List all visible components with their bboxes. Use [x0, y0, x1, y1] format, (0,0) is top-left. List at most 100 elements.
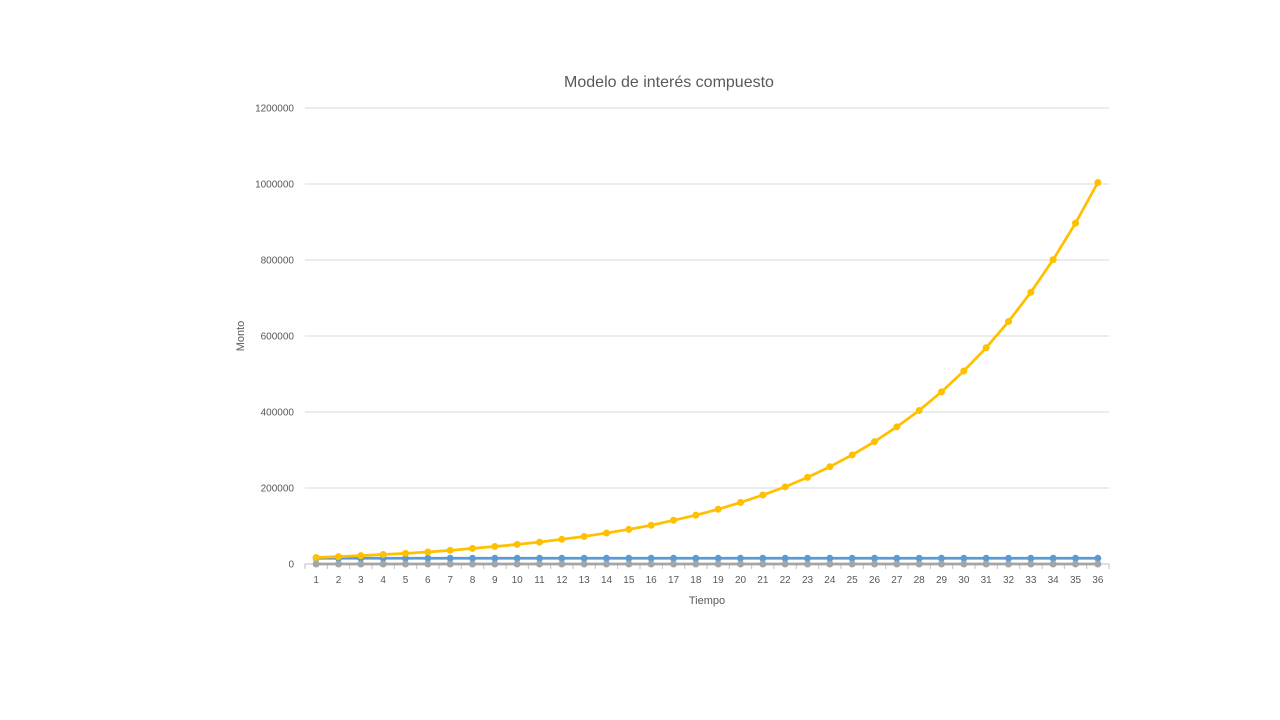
data-point	[871, 438, 878, 446]
data-point	[781, 483, 789, 491]
x-tick-label: 19	[713, 575, 725, 586]
y-tick-labels: 0 200000 400000 600000 800000 1000000 1200000	[255, 104, 294, 571]
x-tick-label: 22	[780, 575, 792, 586]
x-tick-label: 34	[1048, 575, 1060, 586]
data-point	[558, 560, 566, 568]
x-tick-label: 18	[690, 575, 702, 586]
x-tick-label: 8	[470, 575, 476, 586]
x-tick-label: 33	[1025, 575, 1037, 586]
data-point	[446, 554, 454, 562]
data-point	[357, 552, 365, 560]
data-point	[558, 554, 566, 562]
data-point	[513, 554, 521, 562]
data-point	[692, 554, 700, 562]
y-tick-label: 0	[288, 560, 294, 571]
y-tick-label: 600000	[261, 332, 295, 343]
data-point	[424, 548, 432, 556]
data-point	[759, 491, 767, 499]
data-point	[625, 554, 633, 562]
data-point	[536, 554, 543, 562]
data-point	[335, 553, 342, 561]
x-tick-label: 3	[358, 575, 364, 586]
data-point	[446, 546, 454, 554]
data-point	[982, 554, 990, 562]
gridlines	[305, 107, 1109, 489]
data-point	[960, 367, 968, 375]
x-tick-label: 26	[869, 575, 881, 586]
data-point	[871, 554, 878, 562]
data-point	[469, 544, 476, 552]
data-point	[1049, 554, 1057, 562]
data-point	[960, 560, 968, 568]
data-point	[312, 560, 320, 568]
data-point	[1027, 560, 1035, 568]
x-tick-label: 31	[981, 575, 993, 586]
data-point	[536, 560, 543, 568]
x-tick-label: 11	[534, 575, 545, 586]
data-point	[893, 423, 901, 431]
data-point	[335, 560, 342, 568]
data-point	[960, 554, 968, 562]
data-point	[1072, 560, 1079, 568]
data-point	[804, 560, 811, 568]
data-point	[1049, 256, 1057, 264]
x-tick-label: 23	[802, 575, 814, 586]
data-point	[826, 560, 834, 568]
data-point	[603, 529, 610, 537]
x-axis-title: Tiempo	[689, 595, 725, 607]
data-point	[781, 560, 789, 568]
data-point	[781, 554, 789, 562]
x-tick-label: 13	[579, 575, 591, 586]
data-point	[513, 540, 521, 548]
data-point	[938, 388, 945, 396]
x-tick-label: 29	[936, 575, 948, 586]
data-point	[625, 560, 633, 568]
y-tick-label: 800000	[261, 256, 295, 267]
data-point	[915, 554, 923, 562]
data-point	[1027, 554, 1035, 562]
data-point	[982, 344, 990, 352]
data-point	[759, 560, 767, 568]
data-point	[938, 560, 945, 568]
data-point	[402, 560, 409, 568]
series-2	[312, 560, 1102, 568]
data-point	[848, 554, 856, 562]
data-point	[692, 511, 700, 519]
data-point	[1049, 560, 1057, 568]
data-point	[1094, 178, 1102, 186]
data-point	[759, 554, 767, 562]
data-point	[1005, 560, 1012, 568]
data-point	[737, 498, 744, 506]
y-tick-label: 400000	[261, 408, 295, 419]
data-point	[670, 560, 677, 568]
data-point	[804, 554, 811, 562]
x-tick-label: 12	[556, 575, 568, 586]
x-tick-label: 17	[668, 575, 680, 586]
series-3	[312, 178, 1102, 562]
x-tick-label: 9	[492, 575, 498, 586]
data-point	[647, 554, 655, 562]
data-point	[893, 554, 901, 562]
data-point	[402, 554, 409, 562]
data-point	[871, 560, 878, 568]
series-group	[312, 178, 1102, 568]
data-point	[580, 554, 588, 562]
data-point	[513, 560, 521, 568]
data-point	[469, 554, 476, 562]
x-tick-label: 21	[757, 575, 769, 586]
data-point	[670, 516, 677, 524]
data-point	[603, 554, 610, 562]
data-point	[848, 560, 856, 568]
data-point	[938, 554, 945, 562]
y-tick-label: 200000	[261, 484, 295, 495]
data-point	[670, 554, 677, 562]
data-point	[625, 525, 633, 533]
data-point	[1072, 219, 1079, 227]
x-tick-label: 10	[512, 575, 524, 586]
data-point	[982, 560, 990, 568]
x-tick-label: 20	[735, 575, 747, 586]
x-tick-label: 32	[1003, 575, 1015, 586]
x-tick-label: 6	[425, 575, 431, 586]
data-point	[379, 551, 387, 558]
data-point	[893, 560, 901, 568]
